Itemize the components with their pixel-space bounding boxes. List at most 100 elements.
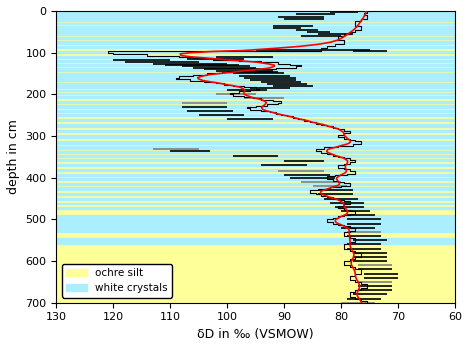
Bar bbox=[56, 83, 455, 85]
Bar bbox=[56, 77, 455, 78]
Bar bbox=[56, 98, 455, 101]
Bar bbox=[56, 39, 455, 41]
Bar bbox=[56, 90, 455, 92]
Bar bbox=[56, 92, 455, 93]
Bar bbox=[56, 41, 455, 44]
Bar bbox=[56, 244, 455, 303]
Bar bbox=[56, 35, 455, 37]
Bar bbox=[56, 27, 455, 29]
Bar bbox=[56, 121, 455, 124]
Bar bbox=[56, 200, 455, 203]
Bar bbox=[56, 180, 455, 183]
Bar bbox=[56, 103, 455, 105]
Bar bbox=[56, 58, 455, 60]
Bar bbox=[56, 60, 455, 62]
Bar bbox=[56, 71, 455, 73]
Bar bbox=[56, 198, 455, 200]
Bar bbox=[56, 48, 455, 50]
Bar bbox=[56, 33, 455, 35]
Bar bbox=[56, 215, 455, 232]
Bar bbox=[56, 138, 455, 141]
Bar bbox=[56, 130, 455, 132]
Bar bbox=[56, 37, 455, 39]
Bar bbox=[56, 157, 455, 159]
Bar bbox=[56, 176, 455, 178]
Y-axis label: depth in cm: depth in cm bbox=[7, 119, 20, 194]
Bar bbox=[56, 44, 455, 46]
Bar bbox=[56, 183, 455, 185]
Bar bbox=[56, 50, 455, 53]
Bar bbox=[56, 207, 455, 208]
Bar bbox=[56, 79, 455, 81]
Bar bbox=[56, 56, 455, 58]
Bar bbox=[56, 146, 455, 149]
Bar bbox=[56, 110, 455, 112]
Bar bbox=[56, 18, 455, 19]
Bar bbox=[56, 11, 455, 12]
X-axis label: δD in ‰ (VSMOW): δD in ‰ (VSMOW) bbox=[197, 328, 314, 341]
Bar bbox=[56, 78, 455, 79]
Bar bbox=[56, 204, 455, 207]
Bar bbox=[56, 29, 455, 32]
Bar bbox=[56, 16, 455, 18]
Bar bbox=[56, 164, 455, 166]
Bar bbox=[56, 68, 455, 71]
Bar bbox=[56, 64, 455, 66]
Bar bbox=[56, 238, 455, 244]
Bar bbox=[56, 141, 455, 143]
Bar bbox=[56, 203, 455, 204]
Bar bbox=[56, 178, 455, 180]
Bar bbox=[56, 86, 455, 88]
Bar bbox=[56, 12, 455, 14]
Bar bbox=[56, 105, 455, 108]
Bar bbox=[56, 171, 455, 174]
Bar bbox=[56, 185, 455, 187]
Bar bbox=[56, 159, 455, 161]
Bar bbox=[56, 19, 455, 21]
Bar bbox=[56, 23, 455, 24]
Bar bbox=[56, 24, 455, 25]
Bar bbox=[56, 193, 455, 195]
Bar bbox=[56, 101, 455, 103]
Bar bbox=[56, 149, 455, 151]
Bar bbox=[56, 135, 455, 138]
Bar bbox=[56, 168, 455, 171]
Bar bbox=[56, 153, 455, 155]
Bar bbox=[56, 85, 455, 86]
Bar bbox=[56, 14, 455, 16]
Bar bbox=[56, 155, 455, 157]
Bar bbox=[56, 93, 455, 94]
Bar bbox=[56, 25, 455, 27]
Legend: ochre silt, white crystals: ochre silt, white crystals bbox=[61, 264, 172, 298]
Bar bbox=[56, 174, 455, 176]
Bar bbox=[56, 114, 455, 117]
Bar bbox=[56, 62, 455, 64]
Bar bbox=[56, 127, 455, 130]
Bar bbox=[56, 21, 455, 23]
Bar bbox=[56, 108, 455, 110]
Bar bbox=[56, 117, 455, 119]
Bar bbox=[56, 151, 455, 153]
Bar bbox=[56, 190, 455, 193]
Bar bbox=[56, 166, 455, 168]
Bar bbox=[56, 132, 455, 135]
Bar bbox=[56, 96, 455, 98]
Bar bbox=[56, 161, 455, 164]
Bar bbox=[56, 66, 455, 68]
Bar bbox=[56, 32, 455, 33]
Bar bbox=[56, 73, 455, 75]
Bar bbox=[56, 88, 455, 90]
Bar bbox=[56, 195, 455, 198]
Bar bbox=[56, 94, 455, 96]
Bar bbox=[56, 112, 455, 114]
Bar bbox=[56, 53, 455, 56]
Bar bbox=[56, 187, 455, 190]
Bar bbox=[56, 208, 455, 215]
Bar bbox=[56, 232, 455, 238]
Bar bbox=[56, 46, 455, 48]
Bar bbox=[56, 75, 455, 77]
Bar bbox=[56, 124, 455, 127]
Bar bbox=[56, 81, 455, 83]
Bar bbox=[56, 119, 455, 121]
Bar bbox=[56, 143, 455, 146]
